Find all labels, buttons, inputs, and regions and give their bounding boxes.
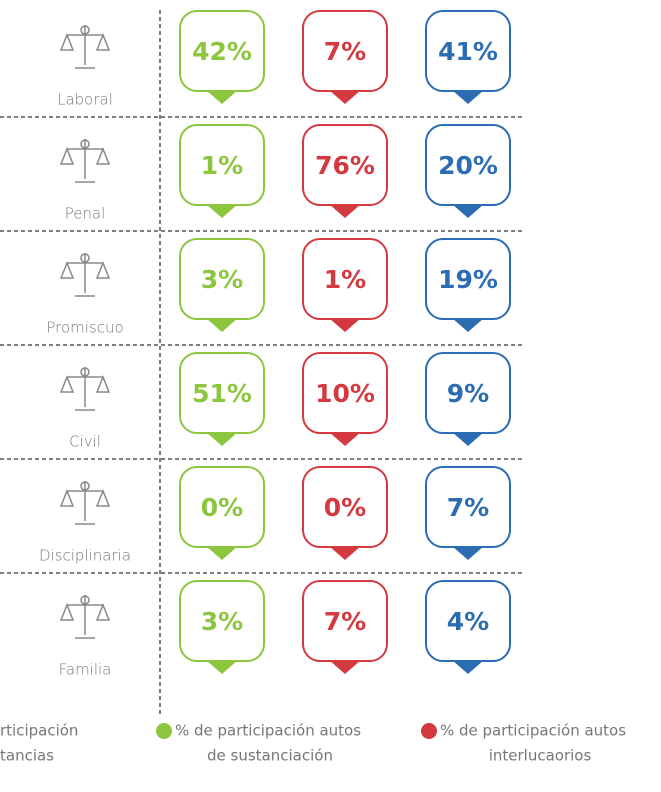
bubble-box [179, 238, 265, 320]
icon-part [59, 602, 111, 639]
bubble [452, 90, 484, 104]
bubble-box [179, 352, 265, 434]
value-label: 19% [438, 265, 498, 294]
row-icon [59, 139, 111, 183]
value-label: 1% [324, 265, 366, 294]
bubble-box [425, 580, 511, 662]
icon-part [80, 367, 90, 377]
bubble [452, 546, 484, 560]
bubble-box [302, 124, 388, 206]
row-icon [59, 367, 111, 411]
icon-part [80, 253, 90, 263]
bubble [206, 90, 238, 104]
value-label: 7% [447, 493, 489, 522]
bubble-box [425, 466, 511, 548]
bubble [206, 660, 238, 674]
row-label: Disciplinaria [39, 547, 131, 565]
bubble [206, 204, 238, 218]
legend-text: de sustanciación [207, 747, 333, 765]
bubble [206, 318, 238, 332]
row-icon [59, 595, 111, 639]
value-label: 42% [192, 37, 252, 66]
icon-part [59, 260, 111, 297]
icon-part [80, 481, 90, 491]
icon-part [80, 595, 90, 605]
bubble [329, 318, 361, 332]
icon-part [59, 374, 111, 411]
bubble [329, 90, 361, 104]
bubble [452, 432, 484, 446]
value-label: 51% [192, 379, 252, 408]
bubble-box [302, 10, 388, 92]
bubble [329, 204, 361, 218]
icon-part [59, 146, 111, 183]
legend-text: % de participación autos [440, 722, 626, 740]
bubble [329, 660, 361, 674]
icon-part [80, 139, 90, 149]
bubble-box [302, 466, 388, 548]
row-label: Civil [69, 433, 101, 451]
value-label: 20% [438, 151, 498, 180]
bubble-box [179, 580, 265, 662]
legend-text: rticipación [0, 722, 78, 740]
value-label: 0% [201, 493, 243, 522]
legend-text: interlucaorios [489, 747, 592, 765]
bubble-box [179, 10, 265, 92]
icon-part [59, 32, 111, 69]
row-icon [59, 253, 111, 297]
bubble-box [179, 466, 265, 548]
row-label: Laboral [57, 91, 113, 109]
value-label: 7% [324, 37, 366, 66]
value-label: 3% [201, 607, 243, 636]
bubble [329, 546, 361, 560]
icon-part [80, 25, 90, 35]
bubble-box [425, 10, 511, 92]
icon-part [59, 488, 111, 525]
bubble-box [302, 238, 388, 320]
bubble-box [425, 124, 511, 206]
legend-swatch [156, 723, 172, 739]
value-label: 1% [201, 151, 243, 180]
legend-swatch [421, 723, 437, 739]
bubble [452, 660, 484, 674]
bubble [452, 204, 484, 218]
value-label: 41% [438, 37, 498, 66]
value-label: 0% [324, 493, 366, 522]
value-label: 7% [324, 607, 366, 636]
value-label: 4% [447, 607, 489, 636]
row-label: Promiscuo [46, 319, 123, 337]
value-label: 76% [315, 151, 375, 180]
bubble-box [425, 238, 511, 320]
bubble-box [302, 580, 388, 662]
row-icon [59, 25, 111, 69]
bubble-box [302, 352, 388, 434]
bubble [329, 432, 361, 446]
row-label: Familia [59, 661, 112, 679]
bubble-box [179, 124, 265, 206]
legend-text: tancias [0, 747, 54, 765]
bubble-box [425, 352, 511, 434]
bubble [206, 546, 238, 560]
bubble [206, 432, 238, 446]
row-icon [59, 481, 111, 525]
bubble [452, 318, 484, 332]
legend-text: % de participación autos [175, 722, 361, 740]
value-label: 3% [201, 265, 243, 294]
value-label: 10% [315, 379, 375, 408]
value-label: 9% [447, 379, 489, 408]
row-label: Penal [65, 205, 106, 223]
